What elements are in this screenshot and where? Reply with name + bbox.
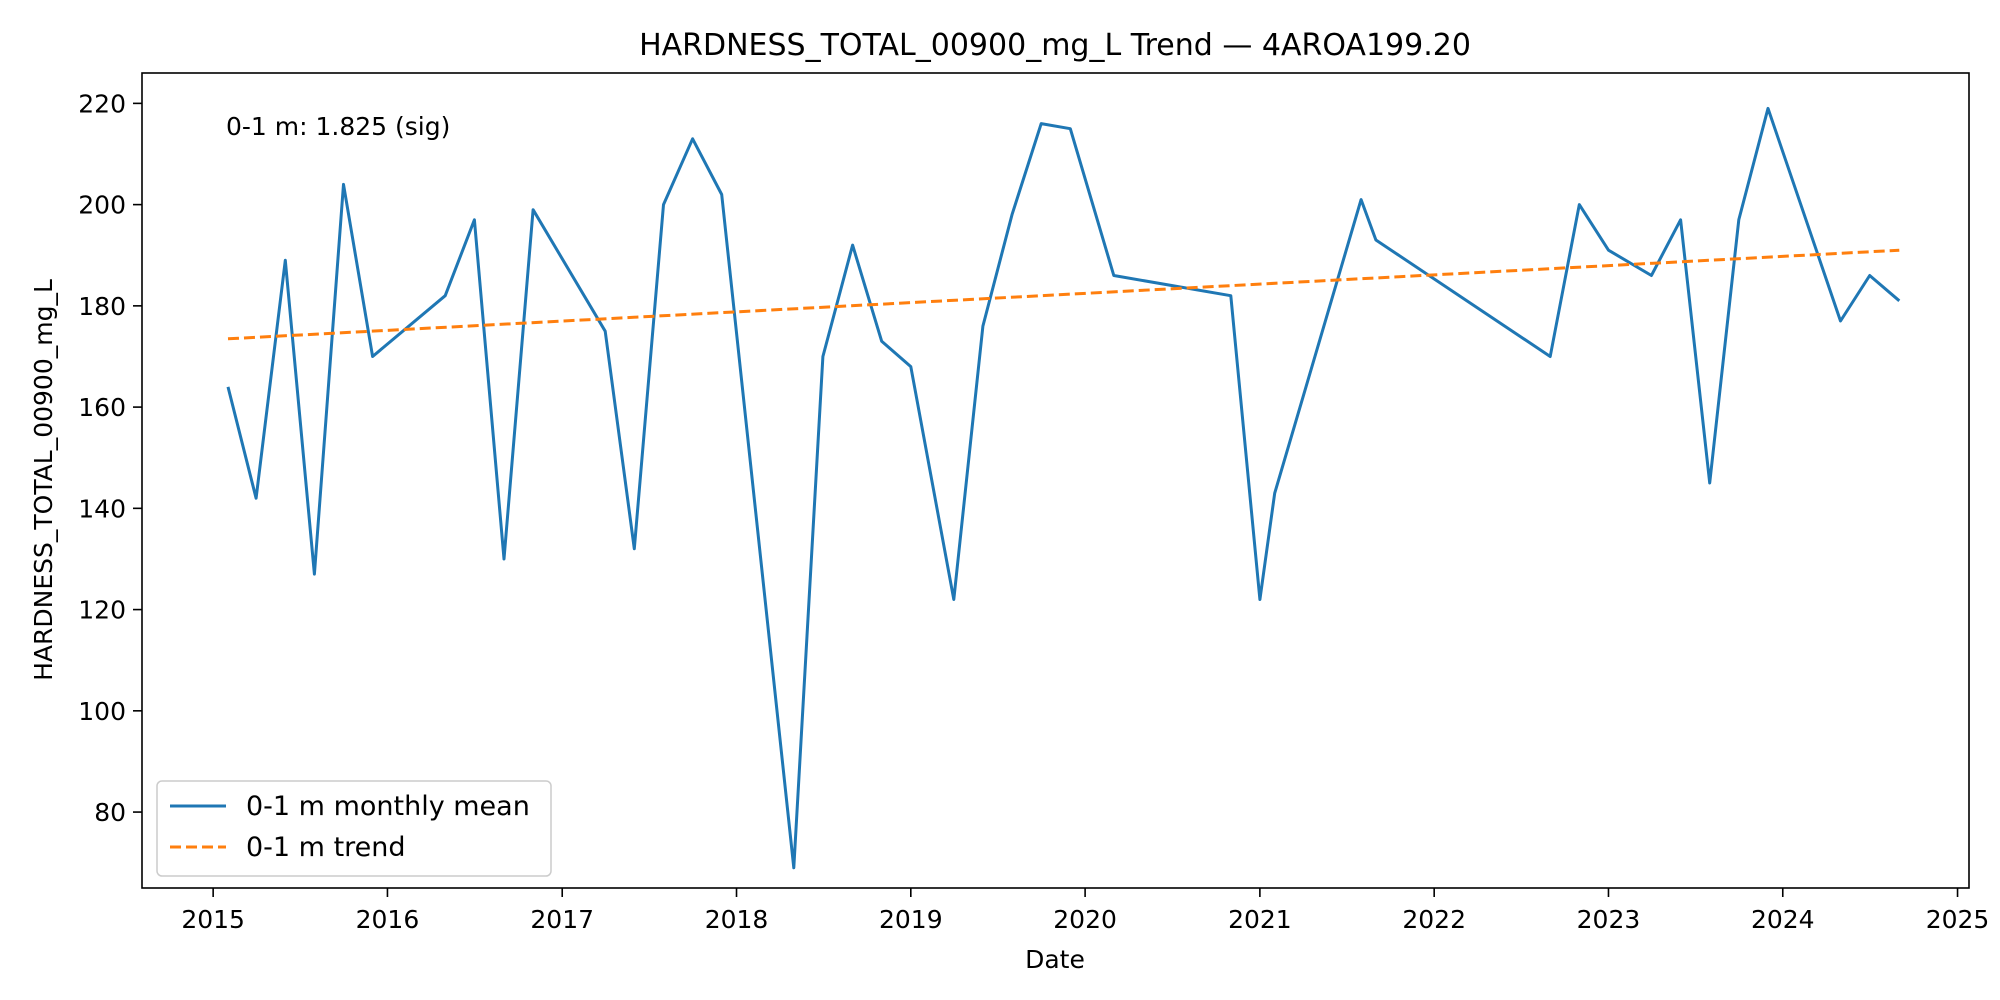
x-axis-label: Date — [1025, 945, 1085, 974]
x-tick-label: 2019 — [879, 905, 943, 934]
x-tick-label: 2022 — [1402, 905, 1466, 934]
y-tick-label: 180 — [78, 292, 126, 321]
y-tick-label: 160 — [78, 393, 126, 422]
y-tick-label: 140 — [78, 494, 126, 523]
x-tick-label: 2017 — [530, 905, 594, 934]
x-axis-ticks: 2015 2016 2017 2018 2019 2020 2021 2022 2023 2024… — [181, 888, 1989, 934]
x-tick-label: 2024 — [1751, 905, 1815, 934]
x-tick-label: 2020 — [1053, 905, 1117, 934]
chart-title: HARDNESS_TOTAL_00900_mg_L Trend — 4AROA1… — [639, 28, 1471, 63]
trend-slope-annotation: 0-1 m: 1.825 (sig) — [226, 112, 450, 141]
y-tick-label: 220 — [78, 89, 126, 118]
y-tick-label: 100 — [78, 697, 126, 726]
y-tick-label: 120 — [78, 596, 126, 625]
x-tick-label: 2021 — [1228, 905, 1292, 934]
series-line-monthly-mean — [226, 106, 1901, 870]
series-line-trend — [227, 248, 1900, 341]
x-tick-label: 2023 — [1577, 905, 1641, 934]
y-axis-label: HARDNESS_TOTAL_00900_mg_L — [29, 279, 58, 681]
legend-label-trend: 0-1 m trend — [246, 832, 406, 863]
legend-box — [156, 780, 552, 877]
x-tick-label: 2016 — [356, 905, 420, 934]
x-tick-label: 2015 — [181, 905, 245, 934]
y-tick-label: 200 — [78, 191, 126, 220]
x-tick-label: 2025 — [1926, 905, 1990, 934]
legend: 0-1 m monthly mean 0-1 m trend — [156, 780, 552, 877]
y-tick-label: 80 — [94, 798, 126, 827]
x-tick-label: 2018 — [705, 905, 769, 934]
legend-label-monthly-mean: 0-1 m monthly mean — [246, 791, 530, 822]
series-layer — [226, 106, 1901, 870]
y-axis-ticks: 80 100 120 140 160 180 200 220 — [78, 89, 142, 827]
plot-frame — [141, 72, 1970, 889]
